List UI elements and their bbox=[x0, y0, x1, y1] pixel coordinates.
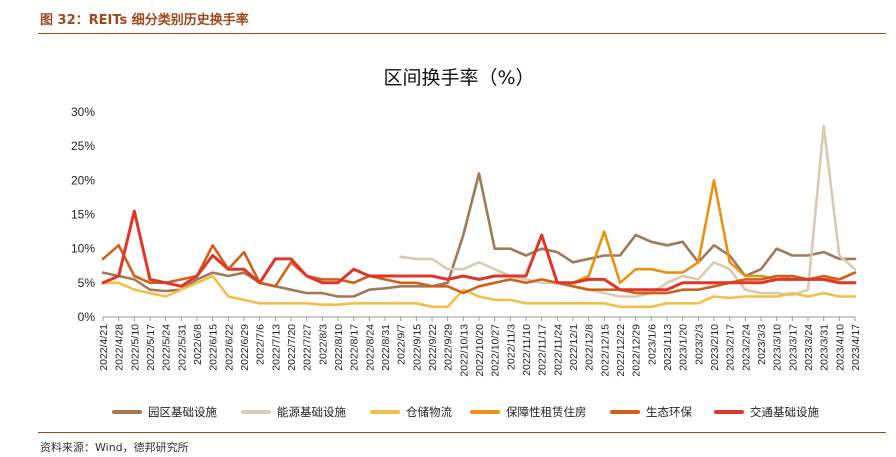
series-line bbox=[101, 209, 857, 292]
x-tick-label: 2022/5/10 bbox=[129, 324, 141, 371]
legend-label: 保障性租赁住房 bbox=[506, 405, 587, 419]
x-tick-label: 2022/9/7 bbox=[396, 324, 408, 365]
x-tick-label: 2022/11/3 bbox=[505, 324, 517, 370]
x-tick-label: 2023/4/17 bbox=[850, 324, 862, 371]
x-tick-label: 2022/12/22 bbox=[615, 324, 627, 377]
x-tick-label: 2022/12/8 bbox=[584, 324, 596, 371]
legend-label: 园区基础设施 bbox=[148, 405, 217, 419]
x-tick-label: 2022/8/31 bbox=[380, 324, 392, 371]
x-tick-label: 2022/11/10 bbox=[521, 324, 533, 376]
x-tick-label: 2023/3/10 bbox=[772, 324, 784, 371]
figure-caption: 图 32：REITs 细分类别历史换手率 bbox=[40, 13, 249, 28]
x-tick-label: 2022/8/3 bbox=[317, 324, 329, 365]
x-tick-label: 2022/6/22 bbox=[223, 324, 235, 371]
x-tick-label: 2023/4/10 bbox=[834, 324, 846, 371]
x-tick-label: 2023/2/3 bbox=[693, 324, 705, 365]
x-tick-label: 2022/5/17 bbox=[145, 324, 157, 371]
x-tick-label: 2022/5/24 bbox=[161, 324, 173, 371]
x-tick-label: 2022/7/6 bbox=[255, 324, 267, 365]
x-tick-label: 2022/11/17 bbox=[537, 324, 549, 376]
chart-title: 区间换手率（%） bbox=[383, 67, 534, 89]
legend-label: 能源基础设施 bbox=[277, 405, 346, 419]
x-tick-label: 2022/9/29 bbox=[443, 324, 455, 371]
x-tick-label: 2022/4/28 bbox=[114, 324, 126, 371]
y-tick-label: 20% bbox=[71, 173, 95, 187]
x-tick-label: 2022/7/13 bbox=[270, 324, 282, 371]
series-lines bbox=[101, 124, 857, 309]
y-tick-label: 25% bbox=[71, 139, 95, 153]
x-tick-label: 2022/9/22 bbox=[427, 324, 439, 371]
x-tick-label: 2022/6/8 bbox=[192, 324, 204, 365]
bottom-rule bbox=[38, 432, 886, 433]
x-tick-label: 2022/12/1 bbox=[568, 324, 580, 371]
x-tick-label: 2022/6/29 bbox=[239, 324, 251, 371]
y-tick-label: 15% bbox=[71, 208, 95, 222]
chart: 区间换手率（%） 0% 5% 10% 15% 20% 25% 30% 2022/4/21 202… bbox=[71, 67, 862, 419]
legend-label: 生态环保 bbox=[646, 405, 692, 419]
x-tick-label: 2023/3/24 bbox=[803, 324, 815, 371]
x-tick-label: 2022/12/29 bbox=[631, 324, 643, 377]
top-rule bbox=[38, 33, 886, 34]
x-tick-label: 2023/2/17 bbox=[725, 324, 737, 371]
x-tick-label: 2022/9/15 bbox=[411, 324, 423, 371]
x-tick-label: 2022/10/20 bbox=[474, 324, 486, 377]
axes: 0%5%10%15%20%25%30%2022/4/21 2022/4/28 202… bbox=[71, 105, 862, 377]
x-tick-label: 2022/8/10 bbox=[333, 324, 345, 371]
x-tick-label: 2022/10/27 bbox=[490, 324, 502, 377]
y-tick-label: 30% bbox=[71, 105, 95, 119]
x-tick-label: 2022/7/27 bbox=[302, 324, 314, 371]
x-tick-label: 2022/12/15 bbox=[599, 324, 611, 377]
x-tick-label: 2022/6/15 bbox=[208, 324, 220, 371]
legend: 园区基础设施 能源基础设施 仓储物流 保障性租赁住房 生态环保 交通基础设施 bbox=[112, 405, 819, 419]
source-note: 资料来源：Wind，德邦研究所 bbox=[40, 441, 189, 454]
x-tick-label: 2022/7/20 bbox=[286, 324, 298, 371]
x-tick-label: 2022/4/21 bbox=[98, 324, 110, 371]
x-tick-label: 2022/11/24 bbox=[552, 324, 564, 376]
x-tick-label: 2023/2/24 bbox=[740, 324, 752, 371]
x-tick-label: 2023/1/6 bbox=[646, 324, 658, 365]
x-tick-label: 2023/1/20 bbox=[678, 324, 690, 371]
y-tick-label: 0% bbox=[78, 310, 96, 324]
legend-label: 仓储物流 bbox=[406, 405, 452, 419]
x-tick-label: 2022/5/31 bbox=[176, 324, 188, 371]
y-tick-label: 5% bbox=[78, 276, 96, 290]
x-tick-label: 2022/8/17 bbox=[349, 324, 361, 371]
x-tick-label: 2023/3/31 bbox=[819, 324, 831, 371]
legend-label: 交通基础设施 bbox=[750, 405, 819, 419]
series-line bbox=[101, 274, 857, 309]
x-tick-label: 2023/3/17 bbox=[787, 324, 799, 371]
x-tick-label: 2023/3/3 bbox=[756, 324, 768, 365]
x-tick-label: 2023/2/10 bbox=[709, 324, 721, 371]
series-line bbox=[399, 124, 857, 298]
x-tick-label: 2023/1/13 bbox=[662, 324, 674, 371]
x-tick-label: 2022/10/13 bbox=[458, 324, 470, 377]
y-tick-label: 10% bbox=[71, 242, 95, 256]
x-tick-label: 2022/8/24 bbox=[364, 324, 376, 371]
